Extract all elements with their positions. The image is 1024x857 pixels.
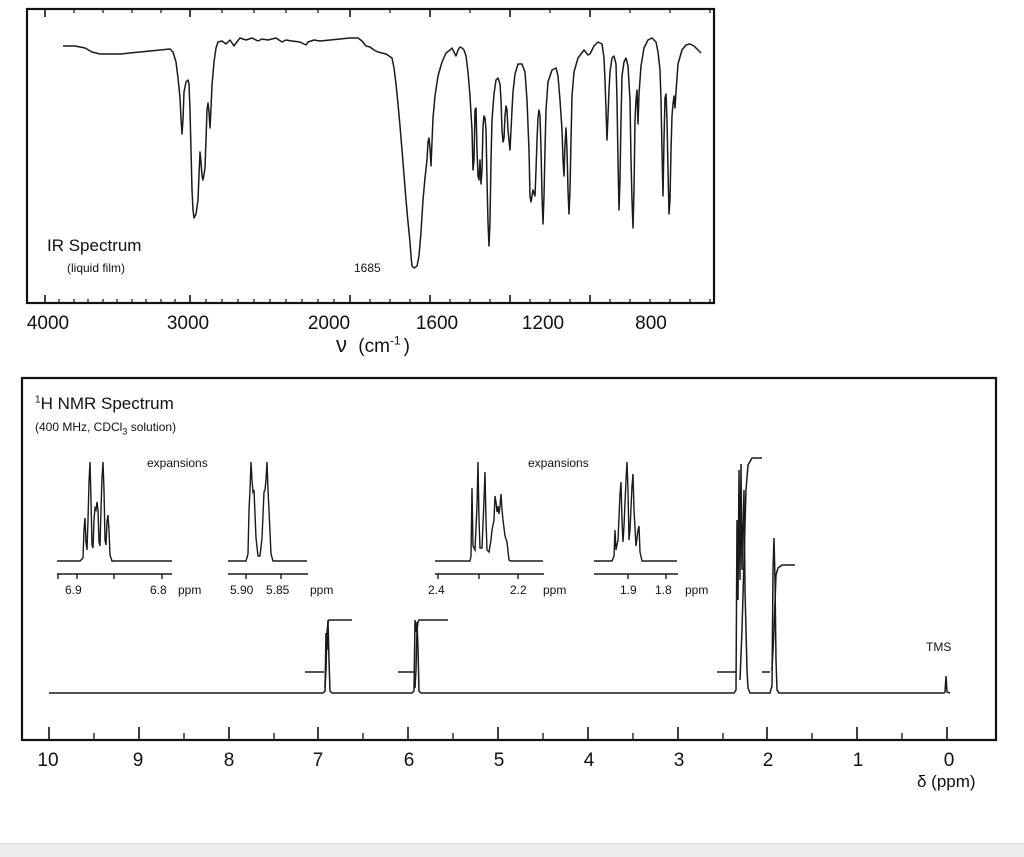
nmr-tick-3: 3 <box>673 750 685 771</box>
exp4-tick-1.9: 1.9 <box>620 583 637 597</box>
exp3-tick-2.2: 2.2 <box>510 583 527 597</box>
ir-peak-label-1685: 1685 <box>354 261 381 275</box>
nmr-x-axis-label: δ (ppm) <box>917 772 976 791</box>
nmr-tick-8: 8 <box>223 750 235 771</box>
ir-tick-3000: 3000 <box>166 313 210 334</box>
tms-label: TMS <box>926 640 952 654</box>
expansion-4-plot <box>594 461 678 579</box>
expansion-1-plot <box>57 461 172 579</box>
nmr-tick-6: 6 <box>403 750 415 771</box>
ir-subtitle: (liquid film) <box>67 261 126 275</box>
nmr-tick-5: 5 <box>493 750 505 771</box>
nmr-tick-0: 0 <box>943 750 955 771</box>
ir-tick-4000: 4000 <box>26 313 70 334</box>
nu-symbol: ν <box>336 332 347 357</box>
nmr-tick-1: 1 <box>852 750 864 771</box>
nmr-tick-2: 2 <box>762 750 774 771</box>
exp2-tick-5.90: 5.90 <box>230 583 254 597</box>
nmr-tick-4: 4 <box>583 750 595 771</box>
exp1-ppm: ppm <box>178 583 202 597</box>
nmr-trace <box>49 457 951 694</box>
nmr-title: 1H NMR Spectrum <box>35 394 174 413</box>
nmr-subtitle: (400 MHz, CDCl3 solution) <box>35 420 177 437</box>
nmr-tick-10: 10 <box>37 750 59 771</box>
ir-spectrum-plot <box>25 7 716 305</box>
ir-tick-2000: 2000 <box>307 313 351 334</box>
ir-tick-1200: 1200 <box>521 313 565 334</box>
expansion-3-plot <box>435 461 544 579</box>
ir-tick-1600: 1600 <box>415 313 459 334</box>
ir-x-axis-label: ν (cm-1) <box>336 332 410 357</box>
expansion-2-plot <box>228 461 308 579</box>
exp4-tick-1.8: 1.8 <box>655 583 672 597</box>
exp2-tick-5.85: 5.85 <box>266 583 290 597</box>
exp2-ppm: ppm <box>310 583 334 597</box>
expansions-label-left: expansions <box>147 456 208 470</box>
ir-spectrum-panel: IR Spectrum (liquid film) 1685 4000 3000… <box>0 0 1024 370</box>
ir-title: IR Spectrum <box>47 236 142 255</box>
nmr-spectrum-plot <box>20 376 998 742</box>
exp1-tick-6.9: 6.9 <box>65 583 82 597</box>
nmr-tick-9: 9 <box>132 750 144 771</box>
nmr-tick-7: 7 <box>312 750 324 771</box>
ir-trace <box>63 37 702 269</box>
exp3-ppm: ppm <box>543 583 567 597</box>
expansions-label-right: expansions <box>528 456 589 470</box>
nmr-spectrum-panel: 1H NMR Spectrum (400 MHz, CDCl3 solution… <box>0 370 1024 843</box>
exp3-tick-2.4: 2.4 <box>428 583 445 597</box>
exp1-tick-6.8: 6.8 <box>150 583 167 597</box>
exp4-ppm: ppm <box>685 583 709 597</box>
ir-tick-800: 800 <box>635 313 667 334</box>
bottom-strip <box>0 843 1024 857</box>
